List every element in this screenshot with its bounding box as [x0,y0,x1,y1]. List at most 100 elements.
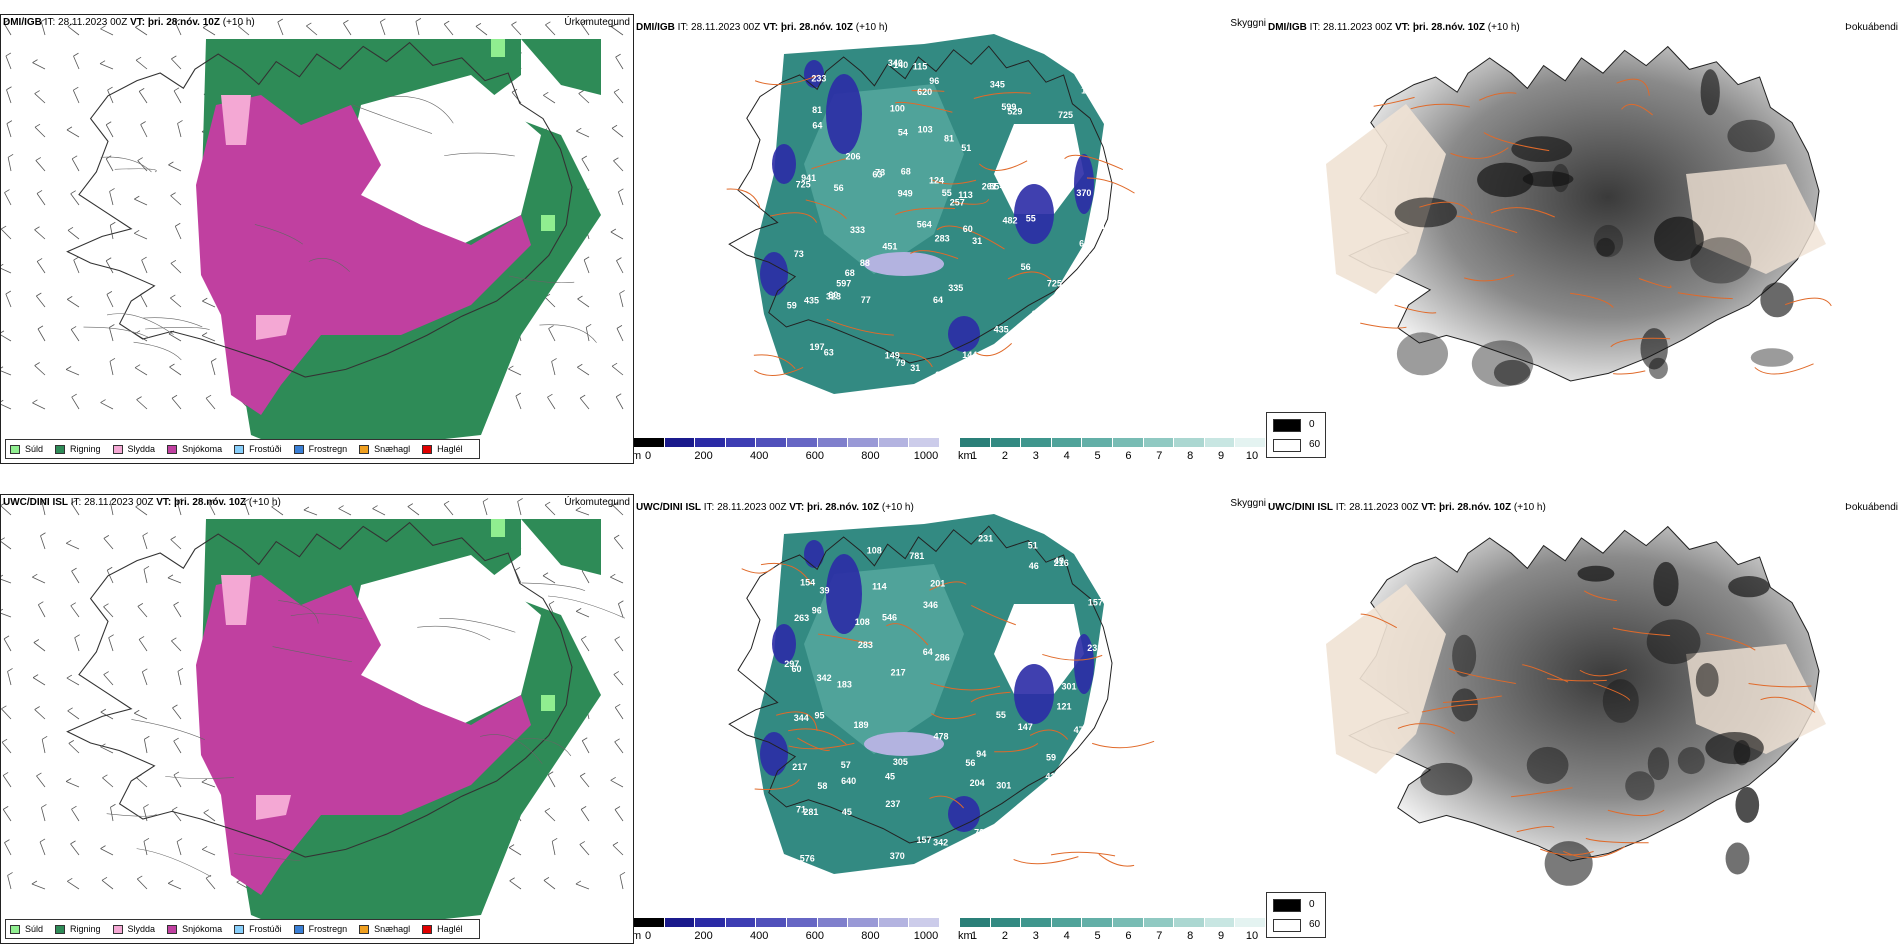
wind-barb [547,771,556,788]
cloud-base-value: 301 [996,781,1011,791]
cloud-base-value: 281 [803,807,818,817]
cloud-base-value: 149 [885,351,900,361]
road-line [776,711,818,732]
cloud-base-value: 56 [1065,61,1075,71]
wind-barb [616,325,624,342]
cloud-base-value: 129 [1101,221,1116,231]
vt-value: þri. 28.nóv. 10Z [1439,502,1512,513]
road-line [1583,590,1618,602]
wind-barb [7,872,13,890]
colorbar-tick: 8 [1187,450,1194,462]
legend-label: Slydda [127,444,156,454]
fog-patch [1596,237,1615,257]
cloud-base-value: 781 [909,551,924,561]
fog-patch [1394,197,1457,228]
cloud-base-value: 189 [854,720,869,730]
precip-panel-label: Úrkomutegund [564,17,630,28]
sleet-area [256,795,291,820]
fog-legend-label: 60 [1309,919,1321,930]
legend-label: Haglél [437,444,463,454]
wind-barb [143,804,149,822]
wind-barb [173,601,182,618]
colorbar-segment [634,438,665,447]
road-line [753,354,796,370]
fog-patch [1727,119,1775,153]
precip-legend-top: Súld Rigning Slydda Snjókoma Frostúði Frostre… [5,439,480,459]
road-line [1593,682,1631,701]
wind-barb [40,18,47,36]
cloud-base-area [760,732,788,776]
wind-barb [134,364,148,376]
colorbar-segment [756,918,787,927]
cloud-base-value: 485 [1102,249,1117,259]
legend-label: Rigning [70,444,101,454]
wind-barb [103,671,114,686]
cloud-base-area [826,74,862,154]
wind-barb [1,263,12,274]
road-line [910,250,959,260]
colorbar-segment [848,918,879,927]
road-line [547,595,625,619]
colorbar-segment [787,438,818,447]
cloud-base-value: 107 [999,180,1014,190]
legend-swatch [359,924,370,934]
colorbar-segment [909,918,940,927]
colorbar-segment [725,918,757,927]
colorbar-segment [817,438,849,447]
cloud-base-value: 81 [944,134,954,144]
road-line [444,152,515,157]
road-line [818,633,873,645]
colorbar-segment [1051,438,1083,447]
road-line [1613,370,1646,375]
wind-barb [34,226,46,240]
cloud-base-value: 58 [817,781,827,791]
wind-barb [109,188,115,206]
colorbar-tick: 800 [861,450,880,462]
vt-label: VT: [763,22,779,33]
legend-swatch [293,444,304,454]
road-line [826,318,894,336]
road-line [539,324,597,343]
wind-barb [72,86,80,104]
wind-barb [613,671,624,686]
wind-barb [177,120,183,138]
precip-legend-item: Frostregn [293,444,347,454]
cloud-base-value: 804 [935,370,950,380]
wind-barb [1,608,12,618]
cloud-base-value: 725 [1047,278,1062,288]
cloud-base-value: 658 [1044,353,1059,363]
fog-patch [1625,771,1655,801]
road-line [1092,740,1155,749]
road-line [114,168,157,173]
cloud-base-value: 204 [970,778,985,788]
road-line [1086,177,1135,194]
precip-legend-item: Slydda [112,444,156,454]
wind-barb [303,506,318,516]
colorbar-tick: 10 [1245,930,1259,942]
fog-patch [1700,69,1720,116]
wind-barb [2,806,12,822]
road-line [1490,207,1555,218]
precip-type-svg-top [1,18,625,455]
cloud-base-area [804,540,824,568]
road-line [1522,664,1569,683]
fog-legend-label: 0 [1309,419,1315,430]
cloud-base-value: 725 [1058,110,1073,120]
colorbar-tick: 800 [861,930,880,942]
cloud-base-area [772,144,796,184]
cloud-base-value: 59 [1110,816,1120,826]
road-line [1563,846,1626,859]
colorbar-tick: 400 [750,930,769,942]
dry-area [341,555,541,725]
wind-barb [1,330,12,342]
colorbar-segment [664,438,696,447]
colorbar-segment [634,918,665,927]
wind-barb [101,876,114,890]
precip-type-svg-bottom [1,497,626,935]
wind-barb [306,22,318,36]
road-line [970,691,1011,703]
colorbar-tick: 2 [1001,450,1008,462]
road-line [974,343,1013,357]
wind-barb [171,637,182,652]
wind-barb [34,706,46,720]
